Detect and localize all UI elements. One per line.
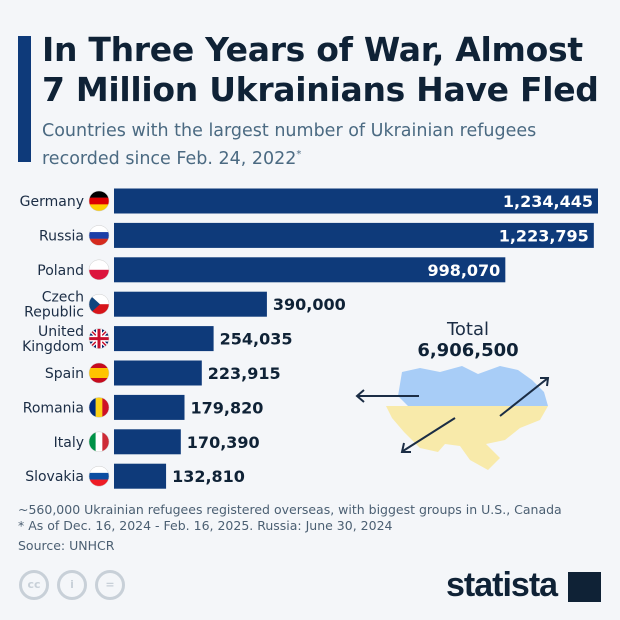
flag-border xyxy=(88,328,110,349)
category-label: Republic xyxy=(24,305,84,321)
bar xyxy=(114,326,214,352)
flag-united-kingdom xyxy=(89,328,109,349)
no-derivatives-icon[interactable]: = xyxy=(95,570,125,600)
flag-icon xyxy=(88,190,110,212)
flag-stripe xyxy=(89,363,109,369)
statista-logo-mark xyxy=(568,572,601,602)
flag-stripe xyxy=(89,479,109,487)
total-value: 6,906,500 xyxy=(417,340,518,361)
flag-triangle xyxy=(89,294,100,315)
value-label: 390,000 xyxy=(273,295,346,314)
value-label: 254,035 xyxy=(220,330,293,349)
flag-stripe xyxy=(89,397,96,418)
title-accent-bar xyxy=(18,36,31,162)
value-label: 223,915 xyxy=(208,364,281,383)
flag-icon xyxy=(88,328,110,349)
flag-border xyxy=(88,225,110,246)
category-label: Poland xyxy=(37,263,84,279)
flag-stripe xyxy=(89,304,109,315)
value-label: 179,820 xyxy=(191,398,264,417)
flag-slovakia xyxy=(89,466,109,487)
flag-border xyxy=(88,465,110,487)
flag-border xyxy=(88,190,110,212)
flag-czech-republic xyxy=(89,294,109,315)
category-label: Czech xyxy=(42,290,84,306)
flag-stripe xyxy=(89,259,109,270)
flag-stripe xyxy=(89,431,96,452)
flag-romania xyxy=(89,397,109,418)
flag-italy xyxy=(89,431,109,452)
flag-stripe xyxy=(89,204,109,211)
flag-border xyxy=(88,397,110,418)
footnote-overseas: ~560,000 Ukrainian refugees registered o… xyxy=(18,502,562,517)
bar xyxy=(114,188,598,214)
flag-cross-red xyxy=(89,328,109,349)
value-label: 132,810 xyxy=(172,467,245,486)
flag-stripe xyxy=(95,431,103,452)
category-label: Italy xyxy=(54,435,84,451)
bar xyxy=(114,429,181,455)
flag-border xyxy=(88,362,110,384)
chart-title: In Three Years of War, Almost 7 Million U… xyxy=(42,30,599,109)
flag-stripe xyxy=(89,191,109,198)
statista-logo[interactable]: statista xyxy=(446,566,558,604)
flag-stripe xyxy=(89,472,109,480)
flag-icon xyxy=(88,225,110,246)
value-label: 170,390 xyxy=(187,433,260,452)
flag-stripe xyxy=(89,225,109,233)
flag-russia xyxy=(89,225,109,246)
flag-spain xyxy=(89,363,109,383)
category-label: Russia xyxy=(39,228,84,244)
flag-stripe xyxy=(89,269,109,280)
category-label: Kingdom xyxy=(22,339,84,355)
bar xyxy=(114,360,202,386)
flag-stripe xyxy=(89,378,109,383)
category-label: Romania xyxy=(23,400,84,416)
flag-stripe xyxy=(89,238,109,246)
flag-stripe xyxy=(89,197,109,205)
cc-license-icon[interactable]: cc xyxy=(19,570,49,600)
flag-icon xyxy=(88,465,110,487)
flag-poland xyxy=(89,259,109,280)
flag-icon xyxy=(88,431,110,453)
flag-border xyxy=(88,259,110,281)
bar xyxy=(114,463,167,489)
category-label: Slovakia xyxy=(25,469,84,485)
bar xyxy=(114,222,594,248)
flag-icon xyxy=(88,259,110,281)
flag-icon xyxy=(88,293,110,315)
source: Source: UNHCR xyxy=(18,538,115,553)
flag-icon xyxy=(88,397,110,418)
value-label: 1,223,795 xyxy=(499,226,589,245)
bar xyxy=(114,394,185,420)
bar xyxy=(114,257,506,283)
flag-stripe xyxy=(89,232,109,239)
flag-stripe xyxy=(89,368,109,379)
flag-border xyxy=(88,293,110,315)
attribution-icon[interactable]: i xyxy=(57,570,87,600)
value-label: 998,070 xyxy=(427,261,500,280)
total-label: Total xyxy=(446,319,489,340)
flag-stripe xyxy=(95,397,103,418)
flag-germany xyxy=(89,191,109,211)
flag-stripe xyxy=(102,431,109,452)
chart-subtitle: Countries with the largest number of Ukr… xyxy=(42,121,537,169)
flag-stripe xyxy=(89,294,109,305)
flag-stripe xyxy=(89,466,109,474)
category-label: Germany xyxy=(20,194,84,210)
flag-icon xyxy=(88,362,110,384)
bar xyxy=(114,291,267,317)
footnote-dates: * As of Dec. 16, 2024 - Feb. 16, 2025. R… xyxy=(18,518,393,533)
value-label: 1,234,445 xyxy=(503,192,593,211)
ukraine-map xyxy=(355,366,550,470)
category-label: United xyxy=(38,324,84,340)
category-label: Spain xyxy=(45,366,84,382)
flag-stripe xyxy=(102,397,109,418)
flag-border xyxy=(88,431,110,453)
